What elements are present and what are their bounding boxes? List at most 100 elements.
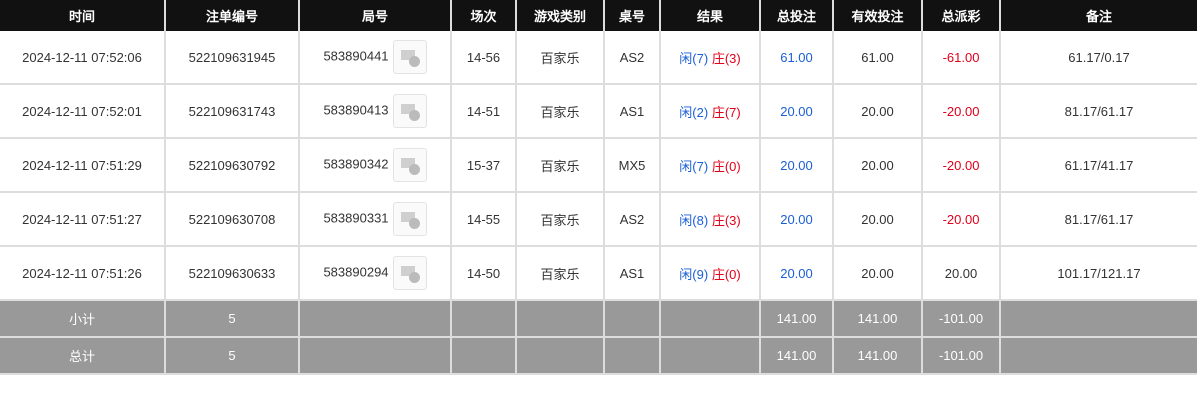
bet-id-cell: 522109630708 <box>164 192 299 247</box>
summary-total: 141.00 <box>759 337 833 375</box>
column-header: 局号 <box>298 0 451 31</box>
summary-payout: -101.00 <box>921 337 1000 375</box>
bet-id-cell: 522109630633 <box>164 246 299 301</box>
banker-result: 庄(3) <box>711 212 741 228</box>
time-cell: 2024-12-11 07:52:06 <box>0 31 165 85</box>
column-header: 游戏类别 <box>515 0 604 31</box>
summary-valid: 141.00 <box>832 337 922 375</box>
player-result: 闲(7) <box>679 50 709 66</box>
note-cell: 101.17/121.17 <box>999 246 1197 301</box>
session-cell: 14-50 <box>450 246 516 301</box>
video-replay-icon[interactable] <box>392 148 427 182</box>
valid-bet-cell: 20.00 <box>832 138 922 193</box>
column-header: 有效投注 <box>832 0 922 31</box>
table-cell: AS1 <box>603 246 660 301</box>
table-header: 时间 注单编号 局号 场次 游戏类别 桌号 结果 总投注 有效投注 总派彩 备注 <box>0 0 1197 31</box>
total-bet-cell: 20.00 <box>759 138 833 193</box>
table-row: 2024-12-11 07:51:26 522109630633 5838902… <box>0 246 1197 301</box>
round-number: 583890413 <box>323 102 389 118</box>
total-bet-cell: 20.00 <box>759 192 833 247</box>
note-cell: 61.17/0.17 <box>999 31 1197 85</box>
summary-row: 总计 5 141.00 141.00 -101.00 <box>0 337 1197 375</box>
game-cell: 百家乐 <box>515 192 604 247</box>
banker-result: 庄(0) <box>711 158 741 174</box>
valid-bet-cell: 20.00 <box>832 246 922 301</box>
payout-cell: -61.00 <box>921 31 1000 85</box>
table-row: 2024-12-11 07:51:27 522109630708 5838903… <box>0 192 1197 247</box>
payout-cell: 20.00 <box>921 246 1000 301</box>
video-replay-icon[interactable] <box>392 40 427 74</box>
player-result: 闲(7) <box>679 158 709 174</box>
game-cell: 百家乐 <box>515 84 604 139</box>
table-row: 2024-12-11 07:51:29 522109630792 5838903… <box>0 138 1197 193</box>
payout-cell: -20.00 <box>921 192 1000 247</box>
summary-row: 小计 5 141.00 141.00 -101.00 <box>0 300 1197 338</box>
bet-id-cell: 522109630792 <box>164 138 299 193</box>
valid-bet-cell: 61.00 <box>832 31 922 85</box>
column-header: 总投注 <box>759 0 833 31</box>
player-result: 闲(8) <box>679 212 709 228</box>
round-cell: 583890342 <box>298 138 451 193</box>
banker-result: 庄(7) <box>711 104 741 120</box>
banker-result: 庄(3) <box>711 50 741 66</box>
video-replay-icon[interactable] <box>392 256 427 290</box>
round-cell: 583890441 <box>298 31 451 85</box>
table-row: 2024-12-11 07:52:01 522109631743 5838904… <box>0 84 1197 139</box>
round-number: 583890441 <box>323 48 389 64</box>
column-header: 结果 <box>659 0 760 31</box>
total-bet-cell: 20.00 <box>759 246 833 301</box>
session-cell: 14-56 <box>450 31 516 85</box>
round-cell: 583890331 <box>298 192 451 247</box>
time-cell: 2024-12-11 07:51:29 <box>0 138 165 193</box>
session-cell: 14-55 <box>450 192 516 247</box>
summary-count: 5 <box>164 300 299 338</box>
note-cell: 81.17/61.17 <box>999 192 1197 247</box>
table-cell: MX5 <box>603 138 660 193</box>
payout-cell: -20.00 <box>921 138 1000 193</box>
session-cell: 15-37 <box>450 138 516 193</box>
round-cell: 583890294 <box>298 246 451 301</box>
time-cell: 2024-12-11 07:51:27 <box>0 192 165 247</box>
round-number: 583890331 <box>323 210 389 226</box>
valid-bet-cell: 20.00 <box>832 192 922 247</box>
video-replay-icon[interactable] <box>392 202 427 236</box>
summary-payout: -101.00 <box>921 300 1000 338</box>
valid-bet-cell: 20.00 <box>832 84 922 139</box>
bet-id-cell: 522109631945 <box>164 31 299 85</box>
table-cell: AS1 <box>603 84 660 139</box>
column-header: 总派彩 <box>921 0 1000 31</box>
summary-valid: 141.00 <box>832 300 922 338</box>
table-cell: AS2 <box>603 192 660 247</box>
column-header: 备注 <box>999 0 1197 31</box>
summary-total: 141.00 <box>759 300 833 338</box>
column-header: 注单编号 <box>164 0 299 31</box>
total-bet-cell: 20.00 <box>759 84 833 139</box>
table-row: 2024-12-11 07:52:06 522109631945 5838904… <box>0 31 1197 85</box>
result-cell: 闲(2) 庄(7) <box>659 84 760 139</box>
note-cell: 81.17/61.17 <box>999 84 1197 139</box>
video-replay-icon[interactable] <box>392 94 427 128</box>
table-cell: AS2 <box>603 31 660 85</box>
game-cell: 百家乐 <box>515 138 604 193</box>
result-cell: 闲(9) 庄(0) <box>659 246 760 301</box>
round-cell: 583890413 <box>298 84 451 139</box>
player-result: 闲(2) <box>679 104 709 120</box>
banker-result: 庄(0) <box>711 266 741 282</box>
player-result: 闲(9) <box>679 266 709 282</box>
time-cell: 2024-12-11 07:51:26 <box>0 246 165 301</box>
result-cell: 闲(7) 庄(0) <box>659 138 760 193</box>
bet-id-cell: 522109631743 <box>164 84 299 139</box>
column-header: 时间 <box>0 0 165 31</box>
session-cell: 14-51 <box>450 84 516 139</box>
summary-label: 小计 <box>0 300 165 338</box>
round-number: 583890342 <box>323 156 389 172</box>
summary-count: 5 <box>164 337 299 375</box>
result-cell: 闲(8) 庄(3) <box>659 192 760 247</box>
column-header: 桌号 <box>603 0 660 31</box>
total-bet-cell: 61.00 <box>759 31 833 85</box>
time-cell: 2024-12-11 07:52:01 <box>0 84 165 139</box>
result-cell: 闲(7) 庄(3) <box>659 31 760 85</box>
summary-label: 总计 <box>0 337 165 375</box>
game-cell: 百家乐 <box>515 246 604 301</box>
payout-cell: -20.00 <box>921 84 1000 139</box>
